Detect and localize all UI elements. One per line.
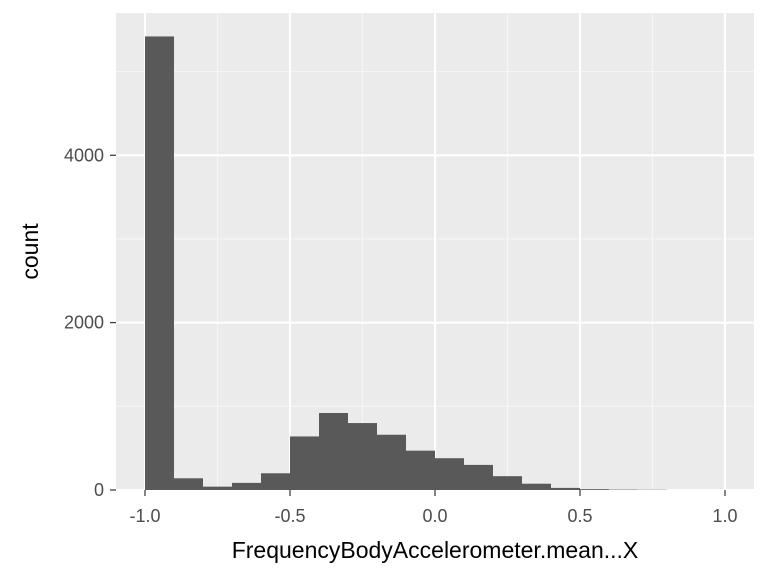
histogram-bar xyxy=(377,434,406,490)
histogram-bar xyxy=(348,423,377,490)
histogram-bars xyxy=(145,36,667,490)
y-tick-label: 4000 xyxy=(64,145,104,165)
x-axis-title: FrequencyBodyAccelerometer.mean...X xyxy=(232,537,639,563)
x-axis-ticks: -1.0 -0.5 0.0 0.5 1.0 xyxy=(129,490,738,526)
x-tick-label: 0.5 xyxy=(567,506,592,526)
histogram-bar xyxy=(145,36,174,490)
histogram-bar xyxy=(551,487,580,490)
y-tick-label: 0 xyxy=(94,480,104,500)
x-tick-label: 0.0 xyxy=(422,506,447,526)
histogram-bar xyxy=(522,483,551,490)
histogram-bar xyxy=(261,473,290,490)
histogram-bar xyxy=(232,482,261,490)
histogram-bar xyxy=(290,436,319,490)
histogram-bar xyxy=(435,458,464,490)
histogram-bar xyxy=(174,478,203,490)
histogram-bar xyxy=(493,476,522,490)
histogram-bar xyxy=(580,489,609,490)
histogram-bar xyxy=(319,413,348,490)
histogram-bar xyxy=(406,450,435,490)
y-axis-ticks: 0 2000 4000 xyxy=(64,145,116,500)
histogram-bar xyxy=(203,486,232,490)
x-tick-label: -1.0 xyxy=(129,506,160,526)
y-tick-label: 2000 xyxy=(64,313,104,333)
x-tick-label: -0.5 xyxy=(274,506,305,526)
histogram-bar xyxy=(464,464,493,490)
x-tick-label: 1.0 xyxy=(712,506,737,526)
y-axis-title: count xyxy=(17,223,43,280)
